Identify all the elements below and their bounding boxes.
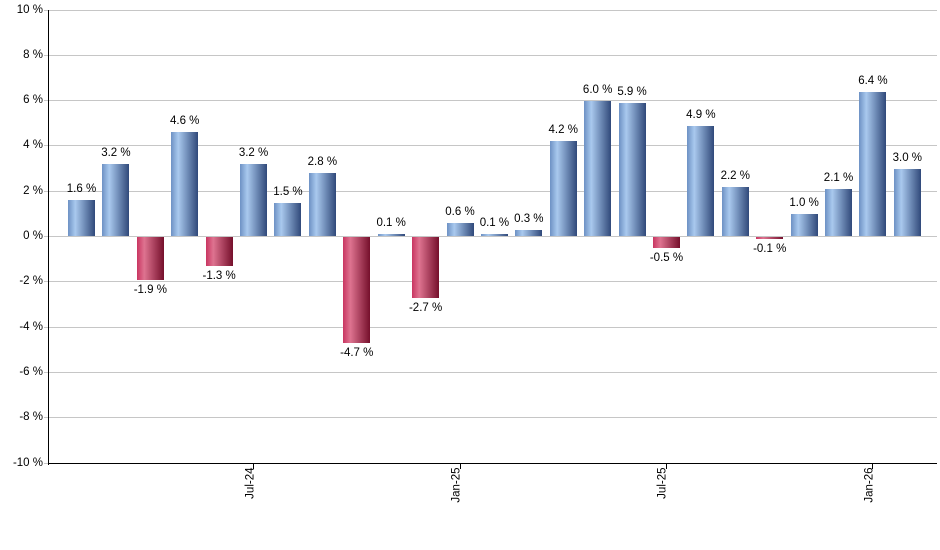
bar-positive xyxy=(790,213,818,237)
bar-positive xyxy=(687,125,715,237)
bar-value-label: -2.7 % xyxy=(408,301,443,314)
bar-positive xyxy=(584,100,612,237)
bar-positive xyxy=(515,229,543,237)
bar-positive xyxy=(102,164,130,237)
x-axis-line xyxy=(48,462,937,465)
y-axis-tick-label: -10 % xyxy=(12,456,43,469)
bar-positive xyxy=(859,91,887,237)
bar-positive xyxy=(240,164,268,237)
y-axis-tick-label: -4 % xyxy=(19,320,43,333)
bar-positive xyxy=(171,132,199,237)
bar-value-label: 0.1 % xyxy=(376,217,406,230)
bar-value-label: 3.2 % xyxy=(101,147,131,160)
bar-value-label: 5.9 % xyxy=(617,85,647,98)
bar-value-label: 6.0 % xyxy=(582,83,613,96)
y-axis-tick xyxy=(44,371,48,373)
y-axis-tick-label: 4 % xyxy=(23,139,43,152)
bar-value-label: 0.3 % xyxy=(514,212,544,225)
bar-value-label: -1.9 % xyxy=(133,283,167,296)
bar-value-label: 4.2 % xyxy=(548,124,578,137)
bar-positive xyxy=(618,102,646,237)
bar-negative xyxy=(136,236,164,280)
gridline xyxy=(48,9,937,11)
x-axis-tick xyxy=(253,463,255,469)
bar-value-label: 0.1 % xyxy=(479,217,510,230)
y-axis-tick xyxy=(44,9,48,11)
bar-positive xyxy=(377,234,405,237)
gridline xyxy=(48,100,937,102)
y-axis-tick-label: 0 % xyxy=(23,230,43,242)
bar-value-label: -0.5 % xyxy=(649,251,684,264)
gridline xyxy=(48,417,937,419)
y-axis-tick xyxy=(44,145,48,147)
y-axis-tick xyxy=(44,417,48,419)
bar-value-label: 1.5 % xyxy=(273,185,303,198)
bar-value-label: 2.8 % xyxy=(307,156,338,169)
y-axis-tick xyxy=(44,190,48,192)
y-axis-tick-label: 8 % xyxy=(23,48,43,61)
bar-positive xyxy=(480,234,508,237)
bar-value-label: -4.7 % xyxy=(340,346,374,359)
gridline xyxy=(48,54,937,56)
bar-positive xyxy=(721,186,749,237)
y-axis-tick-label: -2 % xyxy=(19,275,43,288)
gridline xyxy=(48,371,937,373)
gridline xyxy=(48,190,937,192)
gridline xyxy=(48,281,937,283)
bar-negative xyxy=(412,236,440,298)
bar-positive xyxy=(446,222,474,237)
y-axis-tick xyxy=(44,54,48,56)
bar-negative xyxy=(652,236,680,248)
y-axis-tick-label: 6 % xyxy=(23,94,43,107)
bar-positive xyxy=(549,141,577,237)
bar-negative xyxy=(205,236,233,266)
bar-negative xyxy=(756,236,784,239)
x-axis-tick-label: Jan-26 xyxy=(863,467,876,503)
x-axis-tick xyxy=(872,463,874,469)
y-axis-tick xyxy=(44,100,48,102)
bar-value-label: 2.2 % xyxy=(720,169,750,182)
bar-value-label: 1.0 % xyxy=(789,196,819,209)
bar-positive xyxy=(825,188,853,237)
x-axis-tick-label: Jul-24 xyxy=(244,467,257,499)
y-axis-tick-label: 2 % xyxy=(23,184,43,197)
bar-value-label: 4.9 % xyxy=(686,108,716,121)
bar-value-label: 1.6 % xyxy=(66,183,97,196)
y-axis-line xyxy=(48,10,49,465)
gridline xyxy=(48,326,937,328)
bar-positive xyxy=(308,173,336,237)
bar-positive xyxy=(893,168,921,237)
gridline xyxy=(48,236,937,237)
bar-value-label: -1.3 % xyxy=(202,269,236,282)
bar-value-label: -0.1 % xyxy=(753,242,787,255)
y-axis-tick xyxy=(44,326,48,328)
bar-positive xyxy=(274,202,302,237)
bar-positive xyxy=(68,200,95,237)
y-axis-tick xyxy=(44,236,48,237)
bar-value-label: 2.1 % xyxy=(823,171,854,184)
bar-value-label: 3.2 % xyxy=(238,147,269,160)
y-axis-tick xyxy=(44,462,48,464)
y-axis-tick-label: 10 % xyxy=(16,3,43,16)
gridline xyxy=(48,145,937,147)
bar-negative xyxy=(343,236,371,343)
x-axis-tick-label: Jan-25 xyxy=(450,467,463,503)
bar-value-label: 6.4 % xyxy=(858,74,888,87)
y-axis-tick-label: -8 % xyxy=(19,411,43,424)
y-axis-tick xyxy=(44,281,48,283)
bar-value-label: 3.0 % xyxy=(892,151,923,164)
x-axis-tick xyxy=(459,463,461,469)
bar-value-label: 0.6 % xyxy=(445,205,475,218)
x-axis-tick-label: Jul-25 xyxy=(656,467,669,499)
bar-value-label: 4.6 % xyxy=(170,115,200,128)
x-axis-tick xyxy=(665,463,667,469)
y-axis-tick-label: -6 % xyxy=(19,365,43,378)
